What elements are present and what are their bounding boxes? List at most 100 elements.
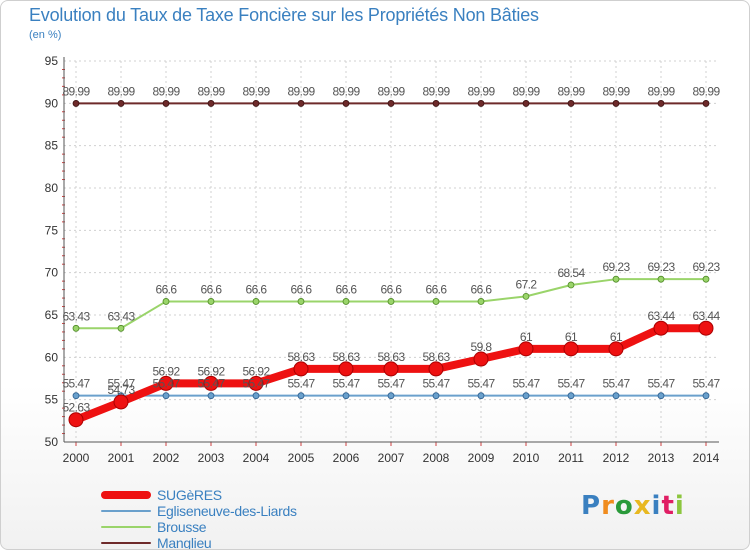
x-tick-label: 2007 bbox=[378, 451, 405, 465]
data-label-manglieu: 89.99 bbox=[557, 84, 585, 98]
chart-title: Evolution du Taux de Taxe Foncière sur l… bbox=[29, 5, 539, 25]
data-point-sugeres bbox=[428, 361, 444, 377]
logo-letter: P bbox=[581, 491, 602, 521]
data-point-brousse bbox=[612, 275, 620, 283]
data-point-manglieu bbox=[522, 100, 530, 107]
data-label-brousse: 69.23 bbox=[602, 260, 630, 274]
data-label-brousse: 66.6 bbox=[201, 282, 223, 296]
proxiti-logo: Proxiti bbox=[581, 491, 685, 521]
data-point-sugeres bbox=[293, 361, 309, 377]
x-tick-label: 2003 bbox=[198, 451, 225, 465]
axes: 50 55 60 65 70 75 80 85 90 95 2000 2001 2002 2003 2004… bbox=[45, 54, 720, 465]
data-point-sugeres bbox=[518, 341, 534, 357]
data-label-sugeres: 58.63 bbox=[422, 350, 450, 364]
data-label-brousse: 69.23 bbox=[692, 260, 720, 274]
data-point-egliseneuve-des-liards bbox=[477, 392, 485, 400]
data-point-sugeres bbox=[203, 375, 219, 391]
data-point-brousse bbox=[522, 292, 530, 300]
data-label-egliseneuve-des-liards: 55.47 bbox=[647, 377, 675, 391]
data-point-manglieu bbox=[117, 100, 125, 107]
chart-unit-label: (en %) bbox=[29, 29, 62, 41]
data-point-brousse bbox=[567, 281, 575, 289]
data-label-manglieu: 89.99 bbox=[467, 84, 495, 98]
data-label-manglieu: 89.99 bbox=[287, 84, 315, 98]
data-point-sugeres bbox=[248, 375, 264, 391]
data-point-brousse bbox=[657, 275, 665, 283]
data-point-egliseneuve-des-liards bbox=[612, 392, 620, 400]
data-point-brousse bbox=[252, 298, 260, 305]
data-point-sugeres bbox=[473, 351, 489, 367]
legend-label: Egliseneuve-des-Liards bbox=[157, 503, 297, 519]
x-tick-label: 2004 bbox=[243, 451, 270, 465]
data-label-sugeres: 61 bbox=[610, 330, 623, 344]
data-label-brousse: 63.43 bbox=[107, 309, 135, 323]
legend-swatch bbox=[101, 510, 151, 512]
data-label-egliseneuve-des-liards: 55.47 bbox=[107, 377, 135, 391]
logo-letter: x bbox=[633, 491, 652, 521]
data-point-sugeres bbox=[383, 361, 399, 377]
data-label-egliseneuve-des-liards: 55.47 bbox=[557, 377, 585, 391]
data-label-egliseneuve-des-liards: 55.47 bbox=[332, 377, 360, 391]
data-label-sugeres: 59.8 bbox=[471, 340, 493, 354]
data-point-egliseneuve-des-liards bbox=[522, 392, 530, 400]
data-label-brousse: 66.6 bbox=[291, 282, 313, 296]
x-tick-label: 2012 bbox=[603, 451, 630, 465]
data-label-egliseneuve-des-liards: 55.47 bbox=[377, 377, 405, 391]
data-label-brousse: 66.6 bbox=[471, 282, 493, 296]
data-point-egliseneuve-des-liards bbox=[657, 392, 665, 400]
logo-letter: o bbox=[614, 491, 634, 521]
data-label-egliseneuve-des-liards: 55.47 bbox=[467, 377, 495, 391]
y-tick-label: 95 bbox=[45, 54, 59, 68]
data-point-sugeres bbox=[113, 394, 129, 410]
data-label-brousse: 66.6 bbox=[336, 282, 358, 296]
data-point-manglieu bbox=[432, 100, 440, 107]
legend-swatch bbox=[101, 526, 151, 528]
data-point-manglieu bbox=[342, 100, 350, 107]
data-label-egliseneuve-des-liards: 55.47 bbox=[197, 377, 225, 391]
x-tick-label: 2000 bbox=[63, 451, 90, 465]
legend-label: Manglieu bbox=[157, 535, 212, 550]
data-label-brousse: 66.6 bbox=[426, 282, 448, 296]
data-label-egliseneuve-des-liards: 55.47 bbox=[692, 377, 720, 391]
data-label-manglieu: 89.99 bbox=[377, 84, 405, 98]
data-label-sugeres: 61 bbox=[565, 330, 578, 344]
data-point-egliseneuve-des-liards bbox=[432, 392, 440, 400]
data-label-sugeres: 58.63 bbox=[287, 350, 315, 364]
data-point-egliseneuve-des-liards bbox=[342, 392, 350, 400]
data-label-sugeres: 58.63 bbox=[377, 350, 405, 364]
x-tick-label: 2006 bbox=[333, 451, 360, 465]
data-point-egliseneuve-des-liards bbox=[252, 392, 260, 400]
data-label-brousse: 69.23 bbox=[647, 260, 675, 274]
logo-letter: t bbox=[661, 491, 675, 521]
x-tick-label: 2001 bbox=[108, 451, 135, 465]
data-point-manglieu bbox=[657, 100, 665, 107]
x-tick-label: 2005 bbox=[288, 451, 315, 465]
data-point-brousse bbox=[477, 298, 485, 305]
data-label-egliseneuve-des-liards: 55.47 bbox=[602, 377, 630, 391]
x-tick-label: 2009 bbox=[468, 451, 495, 465]
data-point-sugeres bbox=[698, 320, 714, 336]
logo-letter: i bbox=[651, 491, 662, 521]
data-label-brousse: 68.54 bbox=[557, 266, 585, 280]
data-label-manglieu: 89.99 bbox=[647, 84, 675, 98]
data-label-egliseneuve-des-liards: 55.47 bbox=[422, 377, 450, 391]
data-point-sugeres bbox=[563, 341, 579, 357]
data-label-sugeres: 52.63 bbox=[62, 401, 90, 415]
data-point-manglieu bbox=[387, 100, 395, 107]
data-point-brousse bbox=[702, 275, 710, 283]
data-point-egliseneuve-des-liards bbox=[567, 392, 575, 400]
data-point-brousse bbox=[162, 298, 170, 305]
data-point-brousse bbox=[342, 298, 350, 305]
data-point-manglieu bbox=[72, 100, 80, 107]
data-label-brousse: 66.6 bbox=[381, 282, 403, 296]
data-label-sugeres: 56.92 bbox=[152, 364, 180, 378]
y-tick-label: 55 bbox=[45, 393, 59, 407]
data-point-manglieu bbox=[252, 100, 260, 107]
data-label-egliseneuve-des-liards: 55.47 bbox=[242, 377, 270, 391]
data-labels: 89.99 89.99 89.99 89.99 89.99 89.99 89.99 89.99… bbox=[62, 84, 721, 415]
data-point-brousse bbox=[432, 298, 440, 305]
y-tick-label: 75 bbox=[45, 223, 59, 237]
series-group bbox=[68, 100, 714, 428]
